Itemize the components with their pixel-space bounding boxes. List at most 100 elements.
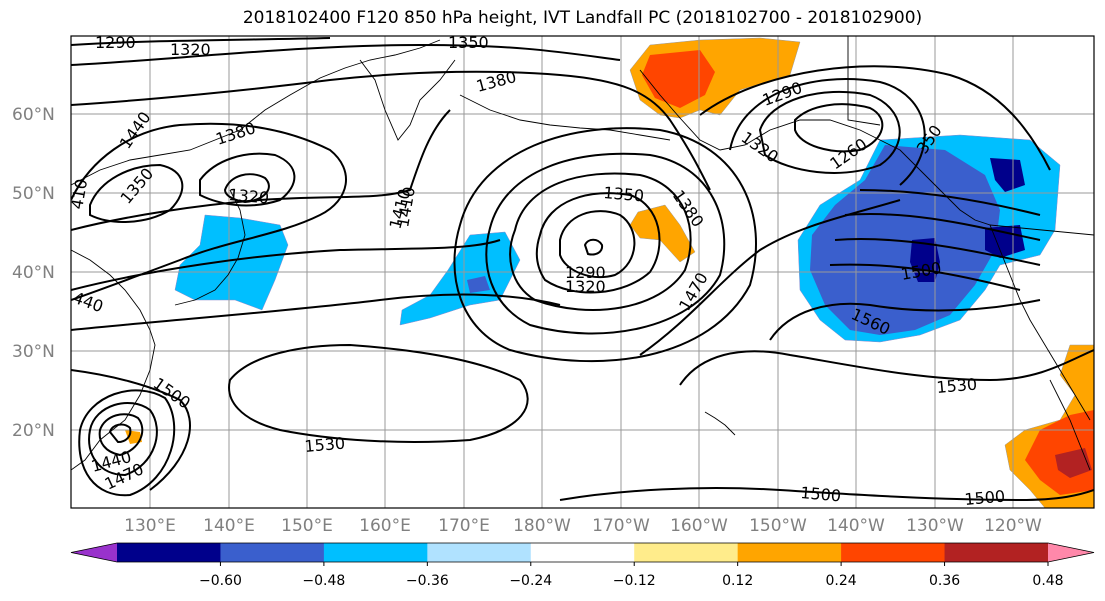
contour-east-1 xyxy=(859,189,1041,216)
colorbar-tick-label: −0.24 xyxy=(509,573,552,589)
lon-label: 170°E xyxy=(438,516,490,536)
contour-typhoon-4 xyxy=(108,423,132,444)
colorbar-segment xyxy=(944,543,1049,562)
contour-1530-subtropic xyxy=(228,343,529,443)
contour-label: 1350 xyxy=(448,33,489,52)
contour-east-3 xyxy=(834,238,1041,266)
coast-alaska xyxy=(639,69,1091,421)
contour-1470-east xyxy=(639,199,901,356)
contour-1410 xyxy=(71,109,451,231)
contour-1500-south xyxy=(559,487,1094,502)
contour-label: 410 xyxy=(67,177,91,210)
lon-label: 130°E xyxy=(124,516,176,536)
colorbar-segment xyxy=(323,543,428,562)
colorbar-tick-label: 0.36 xyxy=(929,573,960,589)
contour-low-1440 xyxy=(453,127,757,363)
colorbar-outline xyxy=(70,542,1095,563)
colorbar-tick-label: 0.48 xyxy=(1032,573,1063,589)
contour-label: 1320 xyxy=(228,185,270,207)
ivt-positive-alaska-core xyxy=(642,50,715,108)
ivt-negative-central-core xyxy=(467,276,490,293)
contour-label: 1350 xyxy=(603,183,645,205)
colorbar-segment xyxy=(427,543,532,562)
coast-sakhalin-japan xyxy=(174,189,246,306)
map-frame xyxy=(70,35,1095,509)
contour-1320-cutoff xyxy=(223,173,270,204)
contour-label: 1500 xyxy=(964,487,1006,509)
contour-low-1290 xyxy=(583,238,604,256)
map-title: 2018102400 F120 850 hPa height, IVT Land… xyxy=(242,8,923,28)
contour-typhoon-3 xyxy=(78,389,176,497)
lat-label: 60°N xyxy=(12,105,55,125)
border-canada xyxy=(847,36,881,126)
contour-label: 1530 xyxy=(304,434,346,456)
colorbar-segment xyxy=(841,543,946,562)
contour-label: 1320 xyxy=(565,277,606,296)
colorbar-tick-label: 0.12 xyxy=(722,573,753,589)
contour-east-2 xyxy=(844,213,1041,241)
colorbar-tick-label: 0.24 xyxy=(826,573,857,589)
contour-1500 xyxy=(71,293,561,331)
lon-label: 180°W xyxy=(513,516,571,536)
colorbar-segment xyxy=(220,543,325,562)
ivt-positive-central xyxy=(629,204,696,263)
contour-1380-west xyxy=(71,70,711,191)
colorbar: −0.60 −0.48 −0.36 −0.24 −0.12 0.12 0.24 0.36 0.4… xyxy=(70,542,1095,589)
contour-label: 1530 xyxy=(936,375,978,397)
ivt-negative-central xyxy=(399,231,521,326)
colorbar-tick-label: −0.48 xyxy=(302,573,345,589)
lon-label: 130°W xyxy=(906,516,964,536)
contour-1560 xyxy=(769,299,1041,341)
colorbar-segment xyxy=(634,543,739,562)
colorbar-tick-label: −0.12 xyxy=(613,573,656,589)
contour-low-1380 xyxy=(509,172,692,311)
contour-low-1320 xyxy=(559,210,636,279)
coast-kamchatka xyxy=(359,59,456,141)
contour-east-4 xyxy=(829,263,1021,291)
lon-label: 150°W xyxy=(749,516,807,536)
lon-label: 160°W xyxy=(670,516,728,536)
colorbar-segment xyxy=(117,543,221,562)
ivt-negative-east-core2 xyxy=(990,158,1025,192)
longitude-labels: 130°E 140°E 150°E 160°E 170°E 180°W 170°… xyxy=(124,516,1042,536)
colorbar-segment xyxy=(737,543,842,562)
contour-1290-alaska xyxy=(794,103,884,153)
contour-label: 1290 xyxy=(565,263,606,282)
coast-aleutians xyxy=(459,94,671,141)
lat-label: 30°N xyxy=(12,342,55,362)
lon-label: 140°E xyxy=(203,516,255,536)
contour-label: 1290 xyxy=(95,33,136,52)
contour-1260-alaska xyxy=(758,91,901,174)
lat-label: 40°N xyxy=(12,263,55,283)
contour-1320-alaska xyxy=(729,78,926,186)
contour-low-1350 xyxy=(535,192,661,294)
ivt-negative-japan xyxy=(174,214,289,311)
lon-label: 170°W xyxy=(592,516,650,536)
contour-label: 1500 xyxy=(800,483,842,505)
lon-label: 160°E xyxy=(359,516,411,536)
colorbar-extend-low xyxy=(71,543,117,562)
contour-1440-west xyxy=(71,122,347,301)
colorbar-tick-label: −0.36 xyxy=(406,573,449,589)
ivt-negative-east-core3 xyxy=(985,225,1025,258)
colorbar-segment xyxy=(530,543,635,562)
contour-typhoon-1 xyxy=(98,413,144,457)
lat-label: 50°N xyxy=(12,184,55,204)
border-us xyxy=(989,224,1094,236)
contour-typhoon-2 xyxy=(88,401,158,477)
height-contours xyxy=(71,37,1094,502)
ivt-positive-mexico-core xyxy=(1055,448,1092,478)
contour-1500-west xyxy=(71,369,191,491)
latitude-labels: 60°N 50°N 40°N 30°N 20°N xyxy=(12,105,55,441)
contour-1470 xyxy=(71,239,501,291)
coast-asia xyxy=(71,39,441,186)
lon-label: 140°W xyxy=(827,516,885,536)
coast-hawaii xyxy=(704,411,736,436)
colorbar-extend-high xyxy=(1048,543,1094,562)
contour-label: 1320 xyxy=(170,40,211,59)
contour-low-1410 xyxy=(485,152,726,335)
contour-1350-cutoff xyxy=(89,163,184,223)
contour-1530-east xyxy=(679,349,1094,386)
contour-1350-east xyxy=(699,65,1051,171)
